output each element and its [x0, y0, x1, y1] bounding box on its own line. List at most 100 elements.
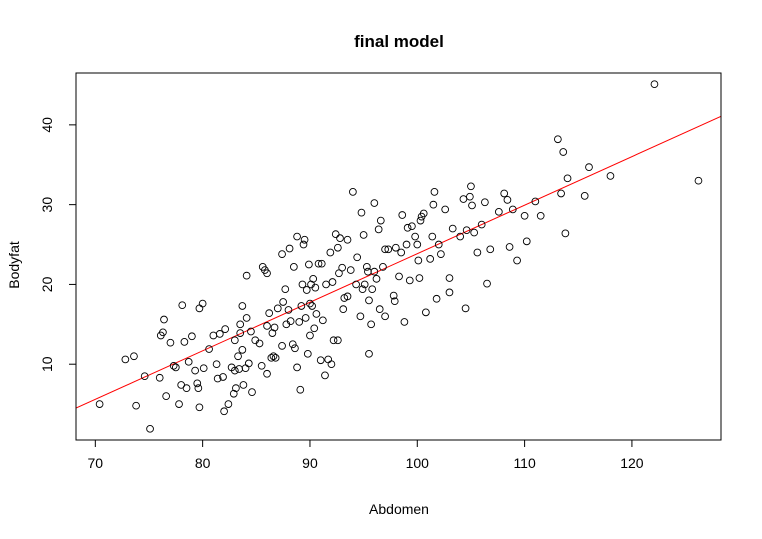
- data-point: [508, 205, 517, 214]
- data-point: [221, 325, 230, 333]
- points-layer: [95, 80, 703, 433]
- data-point: [336, 234, 344, 243]
- data-point: [381, 312, 389, 321]
- data-point: [426, 255, 435, 263]
- data-point: [234, 352, 242, 361]
- data-point: [230, 366, 239, 375]
- data-point: [195, 403, 204, 412]
- data-point: [301, 314, 310, 322]
- data-point: [296, 385, 305, 394]
- data-point: [403, 223, 412, 232]
- data-point: [295, 318, 304, 326]
- data-point: [379, 263, 387, 271]
- x-axis-label: Abdomen: [369, 501, 429, 517]
- data-point: [268, 329, 277, 337]
- data-point: [238, 302, 247, 310]
- data-point: [273, 304, 282, 313]
- data-point: [391, 243, 400, 252]
- data-point: [303, 349, 312, 358]
- data-point: [397, 248, 406, 257]
- data-point: [242, 271, 251, 280]
- data-point: [318, 316, 327, 325]
- data-point: [477, 220, 486, 229]
- data-point: [505, 243, 514, 251]
- axes-layer: 70 80 90 100 110 120 10 20 30 40: [39, 72, 722, 471]
- data-point: [309, 274, 318, 283]
- data-point: [448, 224, 457, 233]
- data-point: [494, 207, 503, 216]
- data-point: [219, 373, 227, 381]
- data-point: [178, 301, 187, 310]
- regression-line: [76, 115, 721, 409]
- data-point: [257, 361, 266, 370]
- data-point: [306, 299, 314, 308]
- data-point: [585, 163, 593, 171]
- data-point: [437, 250, 445, 258]
- data-point: [205, 345, 213, 353]
- data-point: [428, 232, 437, 241]
- data-point: [236, 329, 245, 337]
- data-point: [281, 285, 290, 294]
- data-point: [402, 240, 411, 249]
- data-point: [305, 260, 313, 269]
- data-point: [650, 80, 659, 89]
- data-point: [302, 286, 311, 294]
- data-point: [293, 232, 301, 241]
- data-point: [372, 274, 381, 283]
- data-point: [279, 298, 287, 306]
- data-point: [365, 296, 373, 305]
- data-point: [311, 283, 320, 292]
- data-point: [244, 359, 253, 368]
- data-point: [414, 256, 423, 265]
- fit-line-layer: [76, 115, 721, 409]
- data-point: [370, 199, 379, 207]
- data-point: [193, 379, 202, 388]
- data-point: [191, 366, 199, 375]
- data-point: [343, 292, 352, 301]
- data-point: [441, 205, 450, 214]
- data-point: [132, 401, 140, 410]
- data-point: [358, 285, 367, 294]
- data-point: [334, 336, 342, 345]
- data-point: [215, 330, 224, 338]
- data-point: [338, 263, 347, 272]
- data-point: [293, 363, 301, 372]
- plot-box: [75, 72, 722, 441]
- data-point: [461, 304, 470, 313]
- y-axis-label: Bodyfat: [6, 241, 22, 289]
- data-point: [384, 245, 393, 254]
- data-point: [432, 294, 441, 303]
- data-point: [159, 328, 167, 337]
- data-point: [368, 285, 377, 294]
- data-point: [335, 269, 343, 278]
- data-point: [536, 211, 545, 220]
- data-point: [255, 339, 264, 348]
- data-point: [364, 267, 372, 276]
- data-point: [559, 148, 568, 156]
- data-point: [357, 208, 366, 217]
- data-point: [339, 305, 348, 314]
- data-point: [513, 256, 521, 265]
- data-point: [270, 323, 279, 332]
- data-point: [324, 355, 333, 364]
- x-tick-label: 120: [620, 455, 644, 471]
- data-point: [166, 338, 175, 347]
- data-point: [130, 352, 138, 361]
- data-point: [285, 244, 294, 253]
- data-point: [580, 192, 589, 200]
- data-point: [199, 364, 208, 373]
- data-point: [483, 279, 491, 288]
- data-point: [349, 188, 357, 196]
- x-tick-label: 90: [302, 455, 318, 471]
- data-point: [180, 338, 189, 346]
- data-point: [162, 392, 170, 400]
- data-point: [606, 172, 615, 180]
- data-point: [235, 365, 243, 373]
- data-point: [413, 240, 422, 249]
- data-point: [310, 324, 319, 333]
- y-tick-label: 10: [39, 356, 55, 372]
- data-point: [328, 278, 337, 286]
- data-point: [456, 232, 465, 241]
- data-point: [263, 269, 271, 278]
- x-tick-label: 100: [406, 455, 430, 471]
